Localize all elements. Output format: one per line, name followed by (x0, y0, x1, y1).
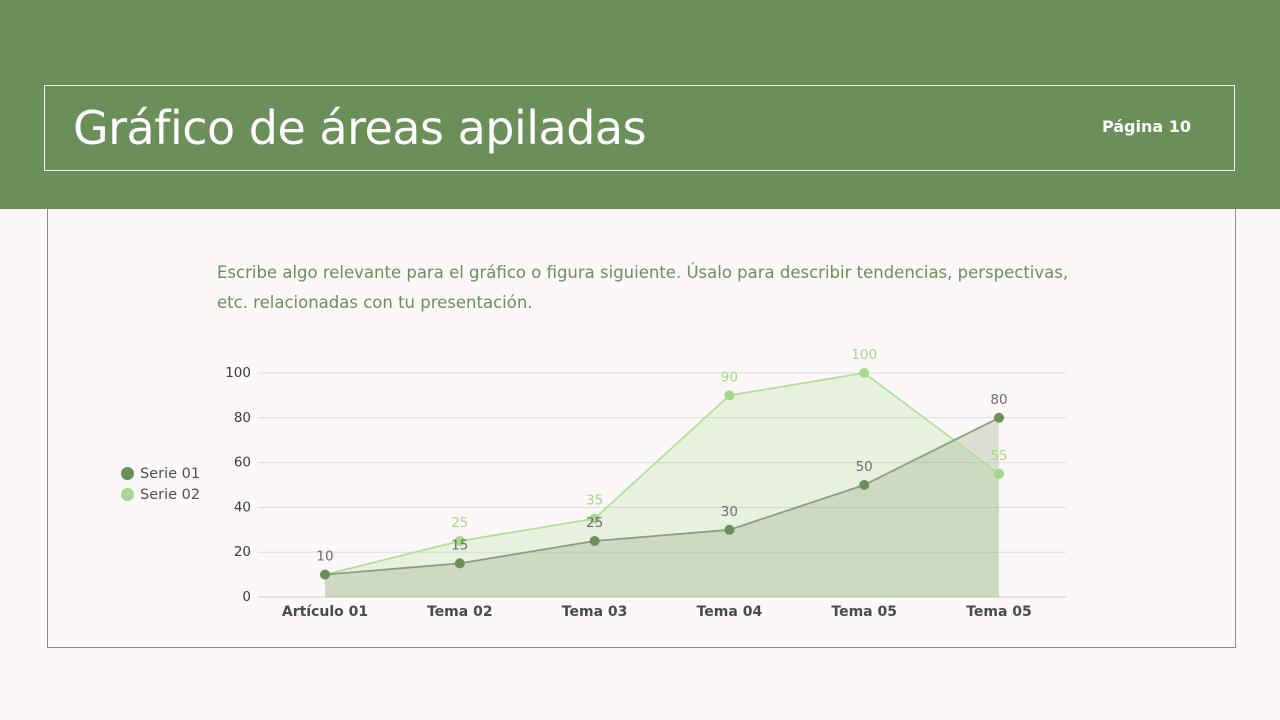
chart-legend: Serie 01 Serie 02 (121, 463, 221, 505)
header-band (0, 0, 1280, 209)
legend-label-serie-01: Serie 01 (140, 465, 201, 482)
point-serie-02 (589, 513, 600, 524)
point-serie-02 (724, 390, 735, 401)
point-serie-01 (320, 569, 330, 580)
y-tick-label: 100 (225, 365, 251, 381)
title-box: Gráfico de áreas apiladas Página 10 (44, 85, 1235, 171)
data-label-serie-01: 10 (316, 549, 333, 565)
legend-item-serie-01: Serie 01 (121, 463, 221, 484)
data-label-serie-02: 35 (586, 493, 603, 509)
page-number: Página 10 (1101, 117, 1191, 136)
x-tick-label: Tema 03 (562, 604, 628, 620)
y-tick-label: 60 (234, 455, 251, 471)
point-serie-02 (859, 368, 870, 378)
point-serie-02 (994, 468, 1004, 479)
data-label-serie-01: 15 (451, 537, 468, 553)
point-serie-02 (454, 536, 465, 546)
chart-description: Escribe algo relevante para el gráfico o… (217, 263, 1069, 312)
point-serie-01 (994, 412, 1004, 423)
content-panel (47, 209, 1236, 648)
x-tick-label: Tema 05 (966, 604, 1032, 620)
legend-marker-serie-02 (121, 488, 134, 501)
point-serie-01 (589, 536, 600, 546)
legend-item-serie-02: Serie 02 (121, 484, 221, 505)
data-label-serie-02: 10 (316, 549, 333, 565)
data-label-serie-02: 25 (451, 515, 468, 531)
data-label-serie-02: 55 (990, 448, 1007, 464)
x-tick-label: Tema 05 (831, 604, 897, 620)
area-serie-01 (325, 417, 999, 597)
y-tick-label: 20 (234, 544, 251, 560)
data-label-serie-01: 80 (990, 392, 1007, 408)
data-label-serie-02: 100 (851, 347, 877, 363)
data-label-serie-01: 50 (856, 459, 873, 475)
x-tick-label: Artículo 01 (282, 604, 368, 620)
point-serie-01 (859, 480, 870, 490)
x-tick-label: Tema 04 (697, 604, 763, 620)
line-serie-01 (324, 416, 1000, 576)
point-serie-01 (454, 558, 465, 569)
point-serie-01 (724, 524, 735, 535)
page-title: Gráfico de áreas apiladas (73, 101, 647, 155)
area-serie-02 (325, 373, 999, 597)
data-label-serie-02: 90 (721, 369, 738, 385)
x-tick-label: Tema 02 (427, 604, 493, 620)
y-tick-label: 80 (234, 410, 251, 426)
line-serie-02 (324, 372, 1000, 576)
y-tick-label: 40 (234, 499, 251, 515)
data-label-serie-01: 30 (721, 504, 738, 520)
data-label-serie-01: 25 (586, 515, 603, 531)
legend-marker-serie-01 (121, 467, 134, 480)
legend-label-serie-02: Serie 02 (140, 486, 201, 503)
y-tick-label: 0 (242, 589, 251, 605)
